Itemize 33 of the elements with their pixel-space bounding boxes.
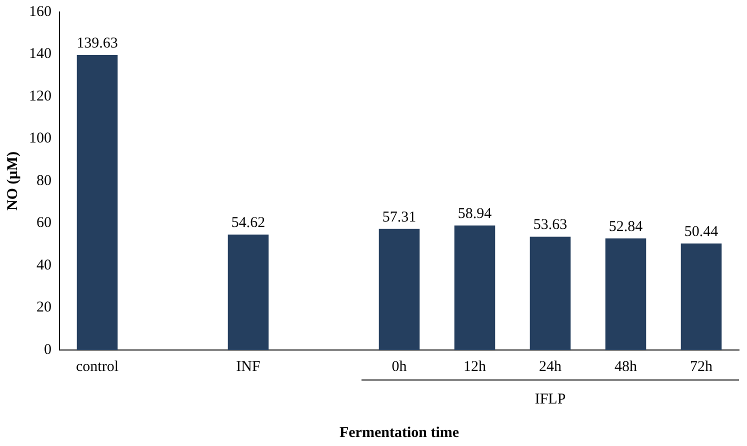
data-label: 57.31 [382,209,416,226]
x-tick-label: 24h [539,358,562,375]
x-tick-label: 72h [690,358,713,375]
bar [228,234,269,350]
x-tick-label: INF [236,358,260,375]
data-label: 52.84 [608,218,644,235]
data-label: 50.44 [684,224,719,240]
y-tick-label: 0 [44,342,52,358]
bar [680,243,722,350]
y-tick-label: 140 [29,46,52,62]
x-tick-label: 0h [392,358,408,375]
text: IFLP [534,391,566,408]
y-tick-label: 80 [36,172,52,189]
y-tick-label: 120 [29,88,52,104]
x-axis-title: Fermentation time [339,424,460,441]
y-tick-label: 160 [29,4,52,20]
data-label: 54.62 [231,215,266,232]
y-tick-label: 60 [36,215,52,232]
y-axis-title: NO (μM) [4,152,21,210]
x-tick-label: control [76,358,118,375]
data-label: 139.63 [76,35,118,52]
y-tick-label: 20 [36,300,52,316]
bar [605,238,646,350]
x-tick-label: 48h [614,358,638,375]
bar [378,228,420,350]
bar [530,236,571,350]
data-label: 58.94 [458,206,492,222]
x-tick-label: 12h [464,358,486,375]
y-tick-label: 100 [29,130,52,147]
data-label: 53.63 [533,217,568,234]
y-tick-label: 40 [36,257,52,274]
bar [76,55,118,350]
bar [454,225,496,350]
